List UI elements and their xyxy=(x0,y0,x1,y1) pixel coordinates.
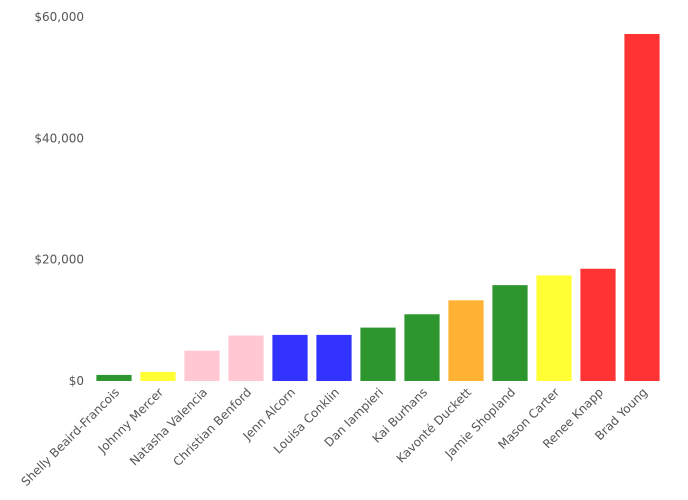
x-tick-label: Christian Benford xyxy=(170,385,254,469)
bar[interactable] xyxy=(404,314,440,381)
bar[interactable] xyxy=(448,300,484,381)
bar[interactable] xyxy=(140,371,176,381)
bars xyxy=(96,33,660,382)
bar[interactable] xyxy=(96,374,132,381)
bar[interactable] xyxy=(624,33,660,382)
bar[interactable] xyxy=(272,334,308,381)
y-tick-label: $0 xyxy=(69,374,84,388)
y-axis-ticks: $0 $20,000 $40,000 $60,000 xyxy=(34,10,84,388)
x-tick-label: Natasha Valencia xyxy=(127,385,210,468)
y-tick-label: $60,000 xyxy=(34,10,84,24)
bar[interactable] xyxy=(316,334,352,381)
bar[interactable] xyxy=(580,268,616,381)
bar[interactable] xyxy=(492,285,528,381)
bar[interactable] xyxy=(228,335,264,382)
bar[interactable] xyxy=(184,350,220,381)
y-tick-label: $40,000 xyxy=(34,131,84,145)
x-tick-label: Kavonté Duckett xyxy=(394,385,475,466)
bar[interactable] xyxy=(536,275,572,381)
y-tick-label: $20,000 xyxy=(34,253,84,267)
bar[interactable] xyxy=(360,327,396,381)
